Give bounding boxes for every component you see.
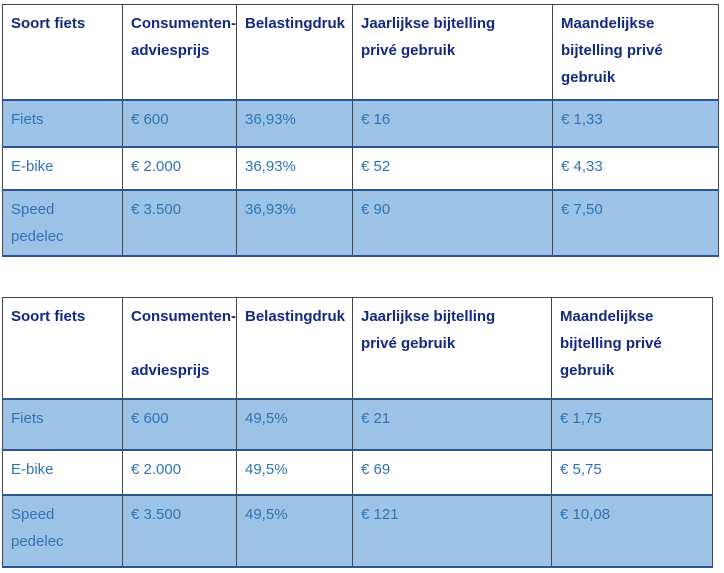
- table-cell: € 3.500: [122, 188, 237, 257]
- header-cell-soort-fiets: Soort fiets: [2, 4, 123, 100]
- table-cell: Speed pedelec: [2, 188, 123, 257]
- table-cell: € 2.000: [122, 449, 237, 496]
- table-cell: € 16: [352, 98, 553, 148]
- header-cell-soort-fiets: Soort fiets: [2, 296, 123, 400]
- header-cell-jaarlijkse-bijtelling: Jaarlijkse bijtelling privé gebruik: [352, 296, 552, 400]
- table-cell: E-bike: [2, 145, 123, 191]
- header-cell-maandelijkse-bijtelling: Maandelijkse bijtelling privé gebruik: [552, 4, 719, 100]
- table-cell: Speed pedelec: [2, 494, 123, 568]
- header-cell-consumentenadviesprijs: Consumenten- adviesprijs: [122, 4, 237, 100]
- table-row-fiets: Fiets € 600 49,5% € 21 € 1,75: [2, 398, 713, 451]
- table-row-speed-pedelec: Speed pedelec € 3.500 49,5% € 121 € 10,0…: [2, 494, 713, 568]
- table-cell: € 3.500: [122, 494, 237, 568]
- header-cell-jaarlijkse-bijtelling: Jaarlijkse bijtelling privé gebruik: [352, 4, 553, 100]
- table-cell: € 90: [352, 188, 553, 257]
- table-cell: E-bike: [2, 449, 123, 496]
- table-cell: € 4,33: [552, 145, 719, 191]
- table-cell: Fiets: [2, 98, 123, 148]
- table-cell: € 121: [352, 494, 552, 568]
- table-row-ebike: E-bike € 2.000 49,5% € 69 € 5,75: [2, 449, 713, 496]
- table-cell: € 1,33: [552, 98, 719, 148]
- table-cell: € 600: [122, 98, 237, 148]
- header-cell-belastingdruk: Belastingdruk: [236, 4, 353, 100]
- table-cell: Fiets: [2, 398, 123, 451]
- table-cell: € 7,50: [552, 188, 719, 257]
- table-cell: 36,93%: [236, 145, 353, 191]
- table-cell: 36,93%: [236, 98, 353, 148]
- table-cell: € 2.000: [122, 145, 237, 191]
- table-row-fiets: Fiets € 600 36,93% € 16 € 1,33: [2, 98, 719, 148]
- header-cell-belastingdruk: Belastingdruk: [236, 296, 353, 400]
- table-cell: € 600: [122, 398, 237, 451]
- table-cell: € 21: [352, 398, 552, 451]
- table-row-ebike: E-bike € 2.000 36,93% € 52 € 4,33: [2, 145, 719, 191]
- table-header-row: Soort fiets Consumenten- adviesprijs Bel…: [2, 4, 719, 100]
- table-cell: 49,5%: [236, 398, 353, 451]
- table-row-speed-pedelec: Speed pedelec € 3.500 36,93% € 90 € 7,50: [2, 188, 719, 257]
- table-cell: 49,5%: [236, 449, 353, 496]
- table-cell: 49,5%: [236, 494, 353, 568]
- table-cell: € 5,75: [551, 449, 713, 496]
- bijtelling-table-49-5: Soort fiets Consumenten- adviesprijs Bel…: [2, 296, 713, 568]
- header-cell-consumentenadviesprijs: Consumenten- adviesprijs: [122, 296, 237, 400]
- table-cell: € 10,08: [551, 494, 713, 568]
- bijtelling-table-36-93: Soort fiets Consumenten- adviesprijs Bel…: [2, 4, 719, 257]
- header-cell-maandelijkse-bijtelling: Maandelijkse bijtelling privé gebruik: [551, 296, 713, 400]
- table-cell: € 69: [352, 449, 552, 496]
- table-cell: € 52: [352, 145, 553, 191]
- table-cell: € 1,75: [551, 398, 713, 451]
- table-cell: 36,93%: [236, 188, 353, 257]
- table-header-row: Soort fiets Consumenten- adviesprijs Bel…: [2, 296, 713, 400]
